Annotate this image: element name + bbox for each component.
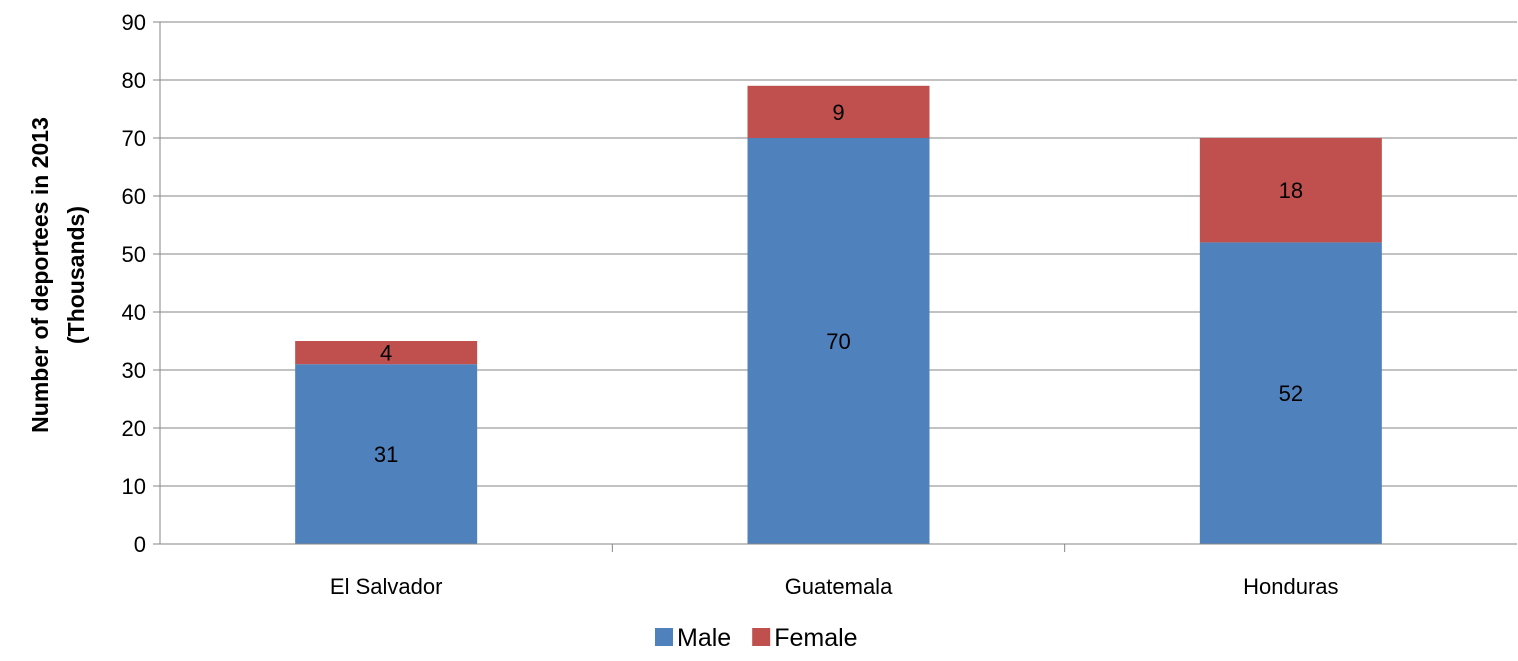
bar-female-el-salvador [295, 341, 478, 365]
y-tick-label: 30 [122, 358, 146, 383]
x-tick-labels: El Salvador Guatemala Honduras [330, 544, 1339, 599]
data-label: 31 [374, 442, 398, 467]
y-axis-title-line-1: Number of deportees in 2013 [27, 117, 53, 433]
y-axis-title: Number of deportees in 2013 (Thousands) [27, 117, 89, 433]
data-label: 9 [832, 100, 844, 125]
y-tick-label: 20 [122, 416, 146, 441]
legend: Male Female [655, 624, 858, 652]
y-tick-label: 10 [122, 474, 146, 499]
bar-male-honduras [1199, 242, 1382, 544]
data-label: 70 [826, 329, 850, 354]
legend-swatch-male [655, 628, 673, 646]
x-tick-label: Honduras [1243, 574, 1338, 599]
y-tick-label: 90 [122, 10, 146, 35]
bar-male-el-salvador [295, 364, 478, 544]
data-label: 4 [380, 341, 392, 366]
y-tick-label: 80 [122, 68, 146, 93]
x-tick-label: El Salvador [330, 574, 443, 599]
bar-male-guatemala [747, 138, 930, 544]
y-tick-label: 60 [122, 184, 146, 209]
data-labels: 31 4 70 9 52 18 [374, 100, 1303, 467]
bar-female-honduras [1199, 138, 1382, 243]
bars [295, 85, 1382, 544]
y-tick-label: 40 [122, 300, 146, 325]
y-axis-title-line-2: (Thousands) [63, 206, 89, 344]
bar-female-guatemala [747, 85, 930, 138]
legend-swatch-female [752, 628, 771, 646]
legend-label-female: Female [774, 624, 857, 652]
x-tick-label: Guatemala [785, 574, 893, 599]
y-tick-label: 70 [122, 126, 146, 151]
y-tick-label: 50 [122, 242, 146, 267]
legend-label-male: Male [677, 624, 731, 652]
y-tick-label: 0 [134, 532, 146, 557]
y-tick-labels: 0 10 20 30 40 50 60 70 80 90 [122, 10, 160, 557]
axes [159, 22, 1517, 545]
data-label: 18 [1279, 178, 1303, 203]
data-label: 52 [1279, 381, 1303, 406]
